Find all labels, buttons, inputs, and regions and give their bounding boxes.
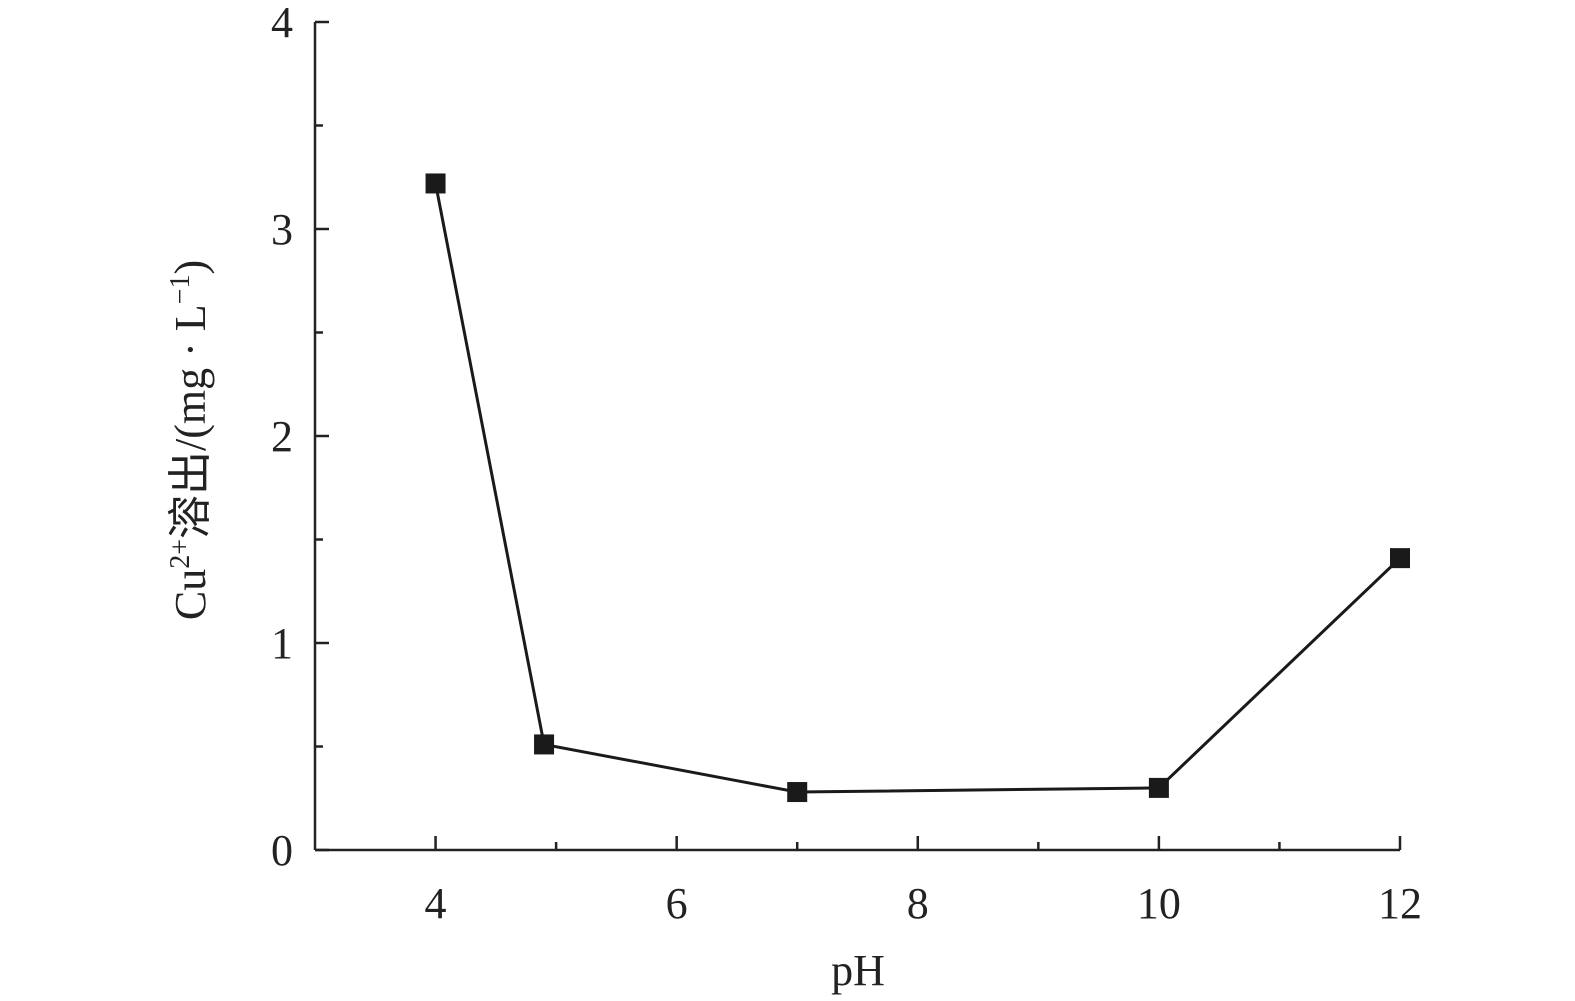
y-axis-title: Cu2+溶出/(mg · L−1)	[165, 260, 215, 620]
axes	[313, 22, 1400, 852]
data-point	[425, 173, 446, 194]
data-point	[1148, 777, 1169, 798]
y-tick-label: 1	[271, 619, 293, 668]
x-tick-label: 10	[1137, 879, 1181, 928]
ticks	[315, 20, 1402, 852]
data-point	[1390, 548, 1410, 569]
data-series	[425, 173, 1410, 803]
y-axis-title-end: )	[166, 260, 215, 275]
x-axis-title: pH	[831, 946, 885, 995]
data-point	[534, 734, 555, 755]
series-line	[434, 183, 1402, 794]
y-tick-label: 0	[271, 826, 293, 875]
y-tick-label: 3	[271, 205, 293, 254]
y-axis-title-sup1: 2+	[165, 539, 196, 569]
y-tick-label: 4	[271, 0, 293, 47]
y-axis-title-mid: 溶出/(mg · L	[166, 304, 215, 539]
y-tick-label: 2	[271, 412, 293, 461]
x-tick-label: 4	[425, 879, 447, 928]
x-tick-label: 8	[907, 879, 929, 928]
y-axis-title-sup2: −1	[165, 275, 196, 305]
x-tick-label: 12	[1378, 879, 1422, 928]
x-tick-label: 6	[666, 879, 688, 928]
data-point	[787, 782, 808, 803]
y-axis-title-main: Cu	[166, 569, 215, 620]
